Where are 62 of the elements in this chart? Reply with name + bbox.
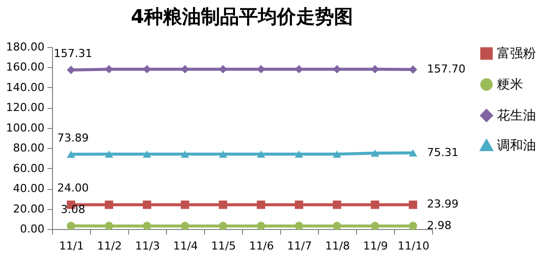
point <box>256 150 266 158</box>
point <box>66 150 76 158</box>
point <box>66 222 76 230</box>
point <box>256 222 266 230</box>
y-tick-label: 120.00 <box>6 101 44 114</box>
chart-title: 4种粮油制品平均价走势图 <box>130 6 354 28</box>
legend-label: 花生油 <box>497 108 536 124</box>
point <box>104 222 114 230</box>
y-tick-label: 140.00 <box>6 80 44 94</box>
y-tick-label: 160.00 <box>6 60 44 74</box>
point <box>370 150 380 157</box>
point <box>294 150 304 158</box>
point <box>370 200 380 209</box>
point <box>142 200 152 209</box>
point <box>332 150 342 158</box>
point <box>332 222 342 230</box>
x-tick-label: 11/8 <box>325 240 350 252</box>
y-tick-label: 20.00 <box>13 202 44 216</box>
legend-label: 调和油 <box>497 138 536 154</box>
y-tick-label: 0.00 <box>20 222 44 236</box>
point <box>142 150 152 158</box>
legend-label: 粳米 <box>497 78 523 92</box>
x-tick-label: 11/3 <box>135 240 160 252</box>
point <box>218 222 228 230</box>
point <box>180 222 190 230</box>
data-label: 23.99 <box>427 198 458 211</box>
x-tick-label: 11/2 <box>97 240 122 252</box>
x-tick-label: 11/1 <box>59 240 84 252</box>
data-label: 24.00 <box>57 182 89 195</box>
data-label: 157.70 <box>427 62 466 76</box>
data-label: 75.31 <box>427 146 458 159</box>
x-tick-label: 11/6 <box>249 240 274 252</box>
point <box>218 150 228 158</box>
point <box>408 222 418 230</box>
x-tick-label: 11/4 <box>173 240 198 252</box>
x-tick-label: 11/9 <box>363 240 388 252</box>
y-tick-label: 100.00 <box>6 121 44 134</box>
y-tick-label: 180.00 <box>6 40 44 54</box>
point <box>256 200 266 209</box>
legend-label: 富强粉 <box>497 46 536 62</box>
data-label: 3.08 <box>60 202 86 216</box>
point <box>370 222 380 230</box>
point <box>218 200 228 209</box>
y-tick-label: 40.00 <box>13 182 44 196</box>
point <box>104 150 114 158</box>
x-tick-label: 11/5 <box>211 240 236 252</box>
x-tick-label: 11/7 <box>287 240 312 252</box>
point <box>294 222 304 230</box>
x-tick-label: 11/10 <box>398 240 430 252</box>
data-label: 73.89 <box>57 131 89 144</box>
point <box>104 200 114 209</box>
point <box>294 200 304 209</box>
y-tick-label: 60.00 <box>13 162 44 175</box>
point <box>408 200 418 209</box>
point <box>180 150 190 158</box>
point <box>408 149 418 156</box>
point <box>180 200 190 209</box>
data-label: 2.98 <box>427 218 452 232</box>
y-tick-label: 80.00 <box>13 142 44 155</box>
point <box>332 200 342 209</box>
data-label: 157.31 <box>54 46 92 60</box>
point <box>142 222 152 230</box>
